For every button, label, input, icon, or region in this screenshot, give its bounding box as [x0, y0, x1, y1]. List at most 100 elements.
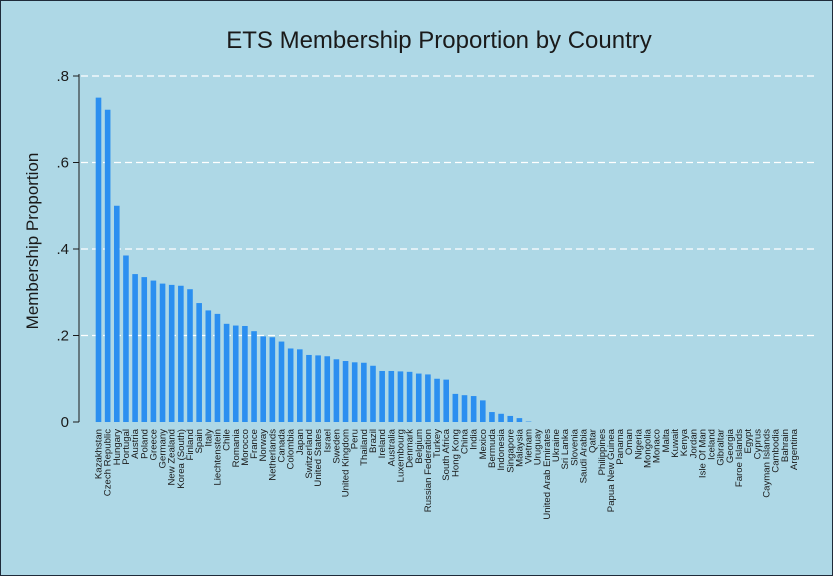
x-tick-label: Cayman Islands	[761, 429, 772, 498]
x-tick-label: Kazakhstan	[94, 429, 105, 479]
bar	[480, 400, 486, 423]
x-tick-label: Argentina	[789, 428, 800, 470]
x-tick-label: Luxembourg	[395, 429, 406, 482]
x-tick-label: Singapore	[505, 429, 516, 473]
x-tick-label: Ukraine	[551, 429, 562, 462]
bar	[278, 341, 285, 422]
x-tick-label: Spain	[194, 429, 205, 454]
bar	[342, 361, 349, 422]
x-tick-label: Cyprus	[752, 429, 763, 460]
x-tick-label: Monaco	[652, 429, 663, 463]
bar	[123, 255, 129, 422]
x-tick-label: Chile	[222, 429, 233, 451]
bar	[470, 396, 477, 422]
x-tick-label: Israel	[322, 429, 333, 452]
x-tick-label: Korea (South)	[176, 429, 187, 489]
y-tick-label: .8	[56, 68, 69, 85]
x-tick-label: Morocco	[240, 429, 251, 466]
bar	[425, 374, 431, 422]
x-tick-label: Thailand	[359, 429, 370, 466]
bar	[315, 355, 321, 422]
x-tick-label: Brazil	[368, 429, 379, 453]
bar	[232, 325, 239, 422]
bar	[150, 280, 157, 422]
x-tick-label: Australia	[386, 428, 397, 466]
x-tick-label: Turkey	[432, 429, 443, 458]
x-tick-label: Cambodia	[771, 428, 782, 472]
x-tick-label: Austria	[130, 428, 141, 459]
x-tick-label: Sri Lanka	[560, 428, 571, 469]
x-tick-label: Bahrain	[780, 429, 791, 462]
bar	[114, 205, 120, 422]
x-tick-label: Papua New Guinea	[606, 428, 617, 512]
bar	[132, 274, 138, 422]
x-tick-label: Greece	[148, 429, 159, 460]
x-tick-label: Netherlands	[267, 429, 278, 481]
bar	[370, 365, 376, 422]
bar	[104, 109, 111, 423]
x-tick-label: Qatar	[588, 428, 599, 453]
bar	[159, 283, 166, 422]
x-tick-label: Jordan	[688, 429, 699, 458]
x-tick-label: Saudi Arabia	[578, 428, 589, 483]
bars	[95, 97, 532, 423]
bar	[251, 331, 257, 422]
y-tick-label: .6	[56, 155, 69, 172]
bar	[397, 371, 404, 422]
bar	[141, 277, 148, 422]
x-tick-label: Uruguay	[533, 429, 544, 465]
x-tick-label: Liechtenstein	[212, 429, 223, 486]
bar	[333, 359, 340, 422]
bar	[214, 313, 221, 423]
bar	[388, 370, 395, 422]
x-tick-label: Isle Of Man	[697, 429, 708, 478]
bar	[443, 379, 449, 422]
bar	[379, 370, 385, 422]
x-tick-label: Italy	[203, 429, 214, 447]
bar	[95, 97, 102, 423]
bar	[516, 418, 523, 422]
bar	[415, 373, 422, 422]
y-axis: 0 .2 .4 .6 .8	[56, 68, 80, 431]
bar	[507, 415, 514, 422]
x-tick-label: France	[249, 429, 260, 459]
y-axis-label: Membership Proportion	[23, 153, 42, 330]
x-tick-label: Hong Kong	[450, 429, 461, 477]
x-tick-label: Czech Republic	[103, 429, 114, 496]
x-tick-label: Romania	[231, 428, 242, 467]
x-tick-label: United States	[313, 429, 324, 487]
x-tick-label: United Arab Emirates	[542, 429, 553, 520]
x-tick-label: Bermuda	[487, 428, 498, 468]
bar	[361, 362, 367, 422]
x-tick-label: Oman	[624, 429, 635, 455]
bar	[324, 356, 331, 422]
bar	[351, 362, 358, 422]
x-tick-label: Egypt	[743, 429, 754, 454]
bar	[260, 336, 266, 422]
x-tick-label: Georgia	[725, 428, 736, 463]
y-tick-label: 0	[61, 414, 69, 431]
x-tick-label: New Zealand	[167, 429, 178, 486]
x-tick-label: China	[460, 428, 471, 454]
x-tick-label: Portugal	[121, 429, 132, 465]
x-tick-label: Canada	[277, 428, 288, 462]
x-tick-label: Faroe Islands	[734, 429, 745, 487]
bar	[434, 378, 440, 422]
x-tick-label: Belgium	[414, 429, 425, 464]
x-tick-label: Gibraltar	[716, 428, 727, 466]
x-tick-label: Poland	[139, 429, 150, 459]
x-tick-label: Kuwait	[670, 429, 681, 458]
bar	[306, 354, 312, 422]
x-tick-label: Panama	[615, 428, 626, 464]
x-tick-label: United Kingdom	[341, 429, 352, 497]
x-tick-label: Kenya	[679, 428, 690, 456]
x-tick-label: Slovenia	[569, 428, 580, 465]
bar	[223, 323, 230, 422]
x-tick-label: Hungary	[112, 429, 123, 465]
bar	[269, 337, 276, 422]
x-tick-label: Norway	[258, 429, 269, 462]
x-tick-label: Peru	[350, 429, 361, 449]
